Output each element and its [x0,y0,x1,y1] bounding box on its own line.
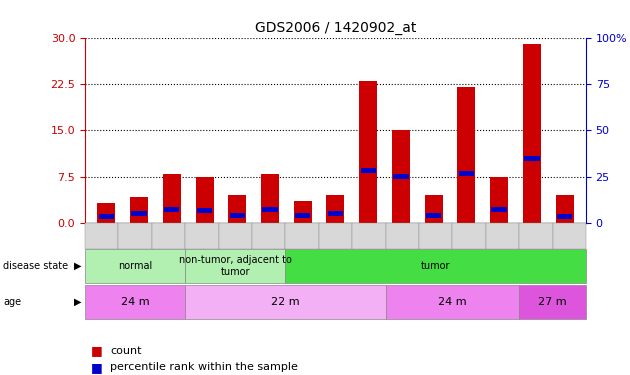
Bar [328,211,343,216]
Bar [459,171,474,176]
Bar [425,195,443,223]
Bar [195,177,214,223]
Bar [164,207,180,212]
Text: percentile rank within the sample: percentile rank within the sample [110,363,298,372]
Bar [295,213,311,218]
Bar [490,177,508,223]
Bar [99,214,114,219]
Text: ▶: ▶ [74,261,82,271]
Bar [228,195,246,223]
Bar [294,201,312,223]
Text: count: count [110,346,142,355]
Text: non-tumor, adjacent to
tumor: non-tumor, adjacent to tumor [179,255,292,277]
Text: ■: ■ [91,361,103,374]
Bar [326,195,345,223]
Text: normal: normal [118,261,152,271]
Bar [491,207,507,212]
Bar [262,207,278,212]
Bar [457,87,476,223]
Bar [524,156,539,160]
Bar [229,213,245,217]
Bar [360,168,376,173]
Text: ■: ■ [91,344,103,357]
Text: 27 m: 27 m [538,297,567,307]
Text: age: age [3,297,21,307]
Text: ▶: ▶ [74,297,82,307]
Bar [97,203,115,223]
Bar [523,44,541,223]
Bar [197,208,212,213]
Bar [393,174,409,179]
Bar [426,213,442,217]
Text: 24 m: 24 m [438,297,467,307]
Bar [392,130,410,223]
Text: 24 m: 24 m [121,297,149,307]
Bar [359,81,377,223]
Text: tumor: tumor [421,261,450,271]
Bar [132,211,147,216]
Bar [556,195,574,223]
Text: disease state: disease state [3,261,68,271]
Bar [130,197,148,223]
Bar [261,174,279,223]
Bar [557,214,572,219]
Text: 22 m: 22 m [271,297,300,307]
Bar [163,174,181,223]
Title: GDS2006 / 1420902_at: GDS2006 / 1420902_at [255,21,416,35]
